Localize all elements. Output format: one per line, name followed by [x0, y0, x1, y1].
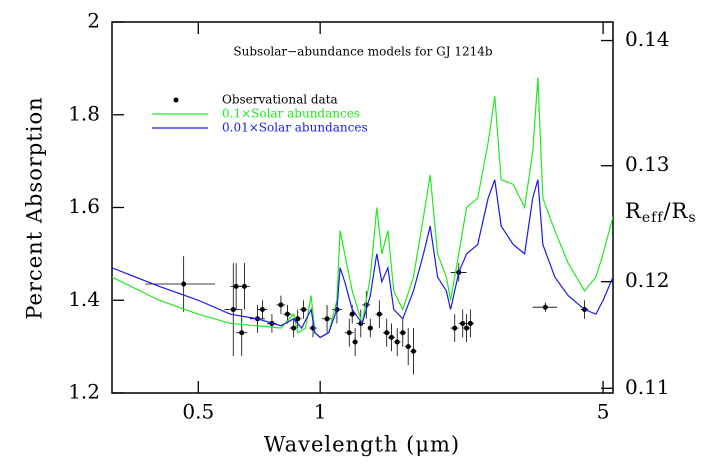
data-point: [384, 330, 390, 336]
y2-label-sub: eff: [642, 210, 664, 226]
legend-label: 0.01×Solar abundances: [222, 121, 368, 135]
y2-tick-label: 0.14: [625, 27, 670, 51]
data-point: [352, 339, 358, 345]
data-point: [301, 307, 307, 313]
x-tick-label: 1: [314, 400, 327, 424]
data-point: [324, 316, 330, 322]
data-point: [291, 325, 297, 331]
data-point: [410, 348, 416, 354]
data-point: [241, 283, 247, 289]
y-tick-label: 1.2: [68, 380, 100, 404]
y2-axis-label: Reff/Rs: [625, 199, 697, 227]
data-point: [230, 307, 236, 313]
data-point: [233, 283, 239, 289]
y2-label-part: R: [625, 199, 642, 223]
data-point: [405, 344, 411, 350]
data-point: [181, 281, 187, 287]
y-axis-label: Percent Absorption: [23, 96, 47, 319]
data-point: [278, 302, 284, 308]
data-point: [394, 339, 400, 345]
data-point: [259, 307, 265, 313]
y-tick-label: 2: [87, 9, 100, 33]
y-tick-label: 1.8: [68, 101, 100, 125]
legend-label: Observational data: [222, 93, 338, 107]
data-point: [349, 311, 355, 317]
model-line: [112, 179, 613, 339]
legend-label: 0.1×Solar abundances: [222, 107, 360, 121]
y2-tick-label: 0.11: [625, 375, 670, 399]
model-line: [112, 77, 613, 339]
data-point: [367, 325, 373, 331]
data-point: [460, 320, 466, 326]
data-point: [295, 316, 301, 322]
y2-tick-label: 0.13: [625, 152, 670, 176]
data-point: [346, 330, 352, 336]
y2-label-sub: s: [688, 210, 696, 226]
y2-label-part: /R: [663, 199, 688, 223]
data-point: [388, 334, 394, 340]
data-point: [464, 325, 470, 331]
y-tick-label: 1.4: [68, 287, 100, 311]
y-tick-label: 1.6: [68, 194, 100, 218]
data-point: [400, 330, 406, 336]
data-point: [376, 311, 382, 317]
x-tick-label: 0.5: [182, 400, 214, 424]
y2-tick-label: 0.12: [625, 268, 670, 292]
data-point: [452, 325, 458, 331]
data-point: [239, 330, 245, 336]
legend-marker: [173, 97, 179, 103]
chart-title: Subsolar−abundance models for GJ 1214b: [233, 45, 492, 59]
data-point: [467, 320, 473, 326]
data-point: [284, 311, 290, 317]
x-axis-label: Wavelength (μm): [264, 433, 460, 457]
x-tick-label: 5: [597, 400, 610, 424]
data-point: [542, 304, 548, 310]
